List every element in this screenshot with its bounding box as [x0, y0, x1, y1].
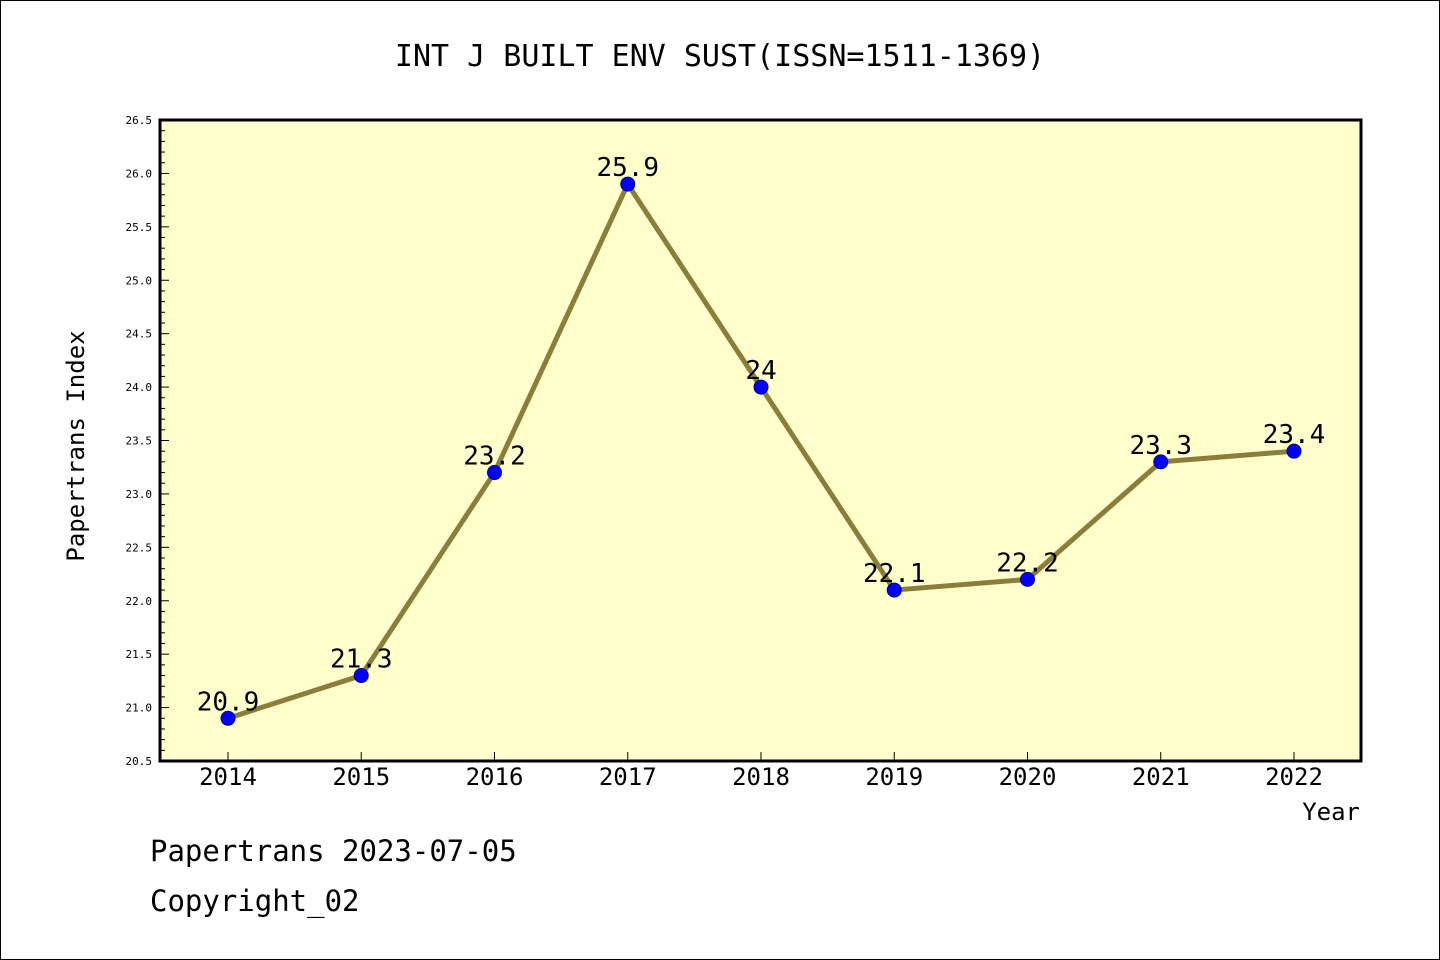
data-label: 23.2	[463, 442, 526, 472]
data-point	[1286, 443, 1302, 459]
plot-border	[158, 118, 1363, 763]
y-tick-label: 26.0	[126, 167, 153, 180]
data-point	[1020, 571, 1035, 587]
data-point	[353, 668, 369, 684]
data-point	[620, 176, 636, 192]
y-tick-label: 25.0	[126, 274, 153, 287]
data-label: 21.3	[330, 645, 393, 675]
y-tick-label: 22.0	[126, 595, 153, 608]
footer-date-text: Papertrans 2023-07-05	[150, 834, 517, 868]
y-tick-label: 20.5	[126, 755, 153, 768]
chart-title: INT J BUILT ENV SUST(ISSN=1511-1369)	[395, 39, 1045, 74]
data-point	[753, 379, 769, 395]
y-tick-label: 21.0	[126, 702, 153, 715]
x-tick-label: 2020	[999, 763, 1057, 791]
x-tick-label: 2022	[1265, 763, 1323, 791]
data-label: 25.9	[596, 153, 659, 183]
x-tick-label: 2021	[1132, 763, 1190, 791]
x-tick-label: 2018	[732, 763, 790, 791]
x-axis-label: Year	[1302, 798, 1360, 826]
x-tick-label: 2016	[466, 763, 524, 791]
data-label: 23.3	[1129, 431, 1192, 461]
data-label: 24	[745, 356, 776, 386]
y-tick-label: 26.5	[126, 114, 153, 127]
y-tick-label: 24.0	[126, 381, 153, 394]
y-tick-label: 22.5	[126, 541, 153, 554]
x-tick-label: 2014	[199, 763, 257, 791]
y-tick-label: 23.5	[126, 435, 153, 448]
data-point	[220, 710, 236, 726]
data-point	[886, 582, 902, 598]
data-point	[1153, 454, 1169, 470]
y-tick-label: 25.5	[126, 221, 153, 234]
data-label: 22.1	[863, 559, 926, 589]
data-point	[487, 465, 502, 481]
y-axis-label: Papertrans Index	[62, 330, 90, 561]
x-tick-label: 2019	[865, 763, 923, 791]
x-tick-label: 2015	[332, 763, 390, 791]
y-tick-label: 24.5	[126, 328, 153, 341]
y-tick-label: 23.0	[126, 488, 153, 501]
x-tick-label: 2017	[599, 763, 657, 791]
data-label: 20.9	[197, 687, 260, 717]
data-label: 22.2	[996, 548, 1059, 578]
plot-area	[160, 120, 1361, 761]
y-tick-label: 21.5	[126, 648, 153, 661]
footer-copyright-text: Copyright_02	[150, 884, 360, 918]
data-label: 23.4	[1263, 420, 1326, 450]
